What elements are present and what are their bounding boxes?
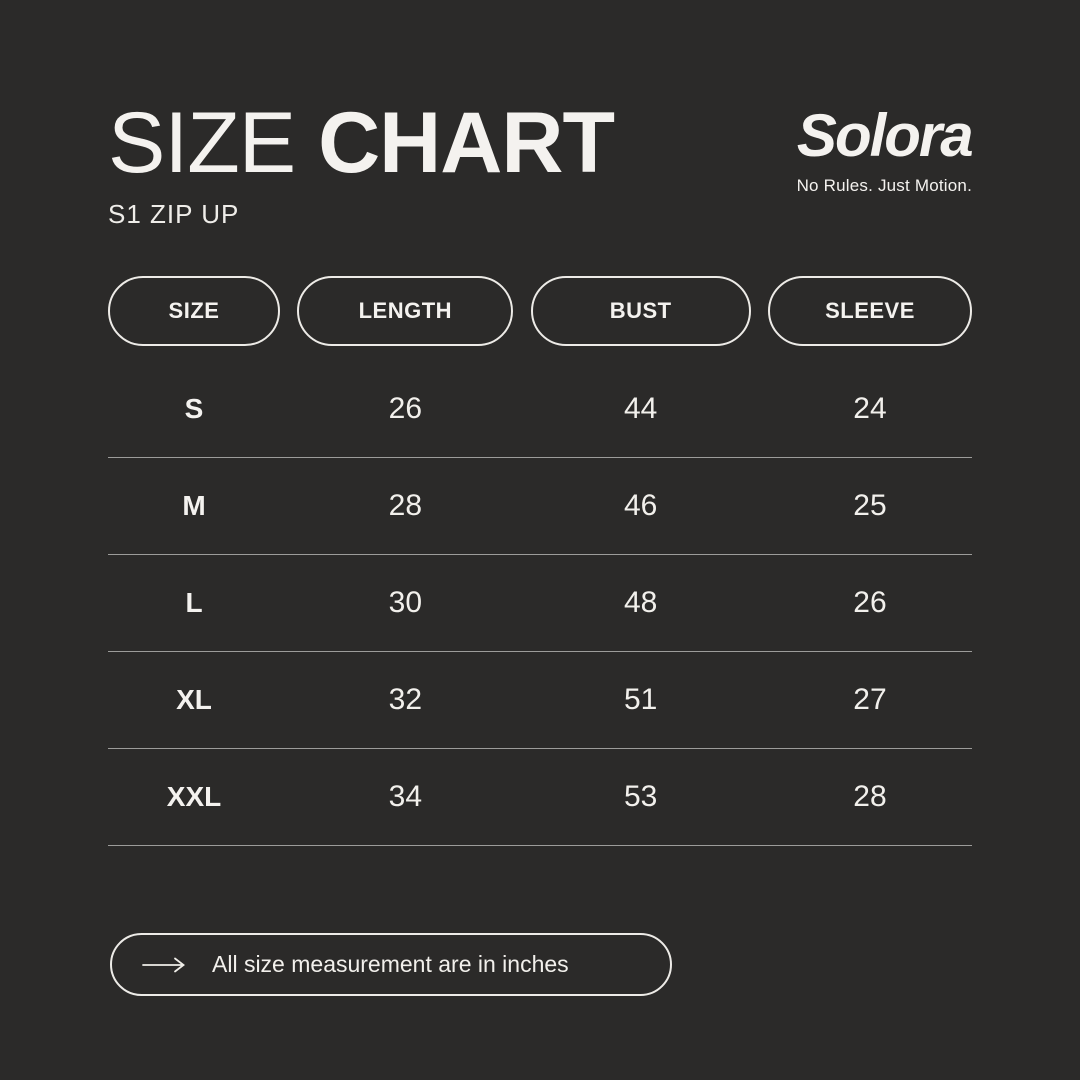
cell-size: M xyxy=(182,490,206,521)
table-row: M 28 46 25 xyxy=(108,458,972,555)
brand-tagline: No Rules. Just Motion. xyxy=(796,176,972,195)
product-subtitle: S1 ZIP UP xyxy=(108,199,240,230)
cell-bust: 51 xyxy=(623,683,658,716)
column-header-row: SIZE LENGTH BUST SLEEVE xyxy=(108,276,972,346)
cell-length: 30 xyxy=(388,586,423,619)
title-block: SIZE CHART S1 ZIP UP xyxy=(108,100,615,230)
cell-sleeve: 26 xyxy=(853,586,887,619)
size-table: S 26 44 24 M 28 46 25 L 30 48 26 XL 32 5… xyxy=(108,361,972,846)
cell-size: XXL xyxy=(166,781,222,812)
cell-length: 32 xyxy=(388,683,423,716)
title-word-bold: CHART xyxy=(318,95,615,191)
cell-length: 34 xyxy=(388,780,423,813)
cell-bust: 46 xyxy=(623,489,658,522)
table-row: XL 32 51 27 xyxy=(108,652,972,749)
arrow-right-icon xyxy=(142,956,186,974)
table-row: XXL 34 53 28 xyxy=(108,749,972,846)
header: SIZE CHART S1 ZIP UP Solora No Rules. Ju… xyxy=(108,100,974,230)
cell-length: 26 xyxy=(388,392,423,425)
brand-block: Solora No Rules. Just Motion. xyxy=(796,102,974,196)
cell-sleeve: 24 xyxy=(853,392,887,425)
footnote-text: All size measurement are in inches xyxy=(212,951,569,977)
cell-bust: 44 xyxy=(623,392,658,425)
cell-bust: 48 xyxy=(623,586,658,619)
page-title: SIZE CHART xyxy=(108,100,615,186)
column-header-size: SIZE xyxy=(108,276,280,346)
cell-bust: 53 xyxy=(623,780,658,813)
column-header-bust: BUST xyxy=(530,276,751,346)
cell-size: L xyxy=(185,587,203,618)
cell-sleeve: 27 xyxy=(853,683,887,716)
brand-logo: Solora xyxy=(796,102,974,169)
cell-sleeve: 25 xyxy=(853,489,887,522)
cell-size: S xyxy=(184,393,204,424)
table-row: L 30 48 26 xyxy=(108,555,972,652)
cell-sleeve: 28 xyxy=(853,780,887,813)
cell-length: 28 xyxy=(388,489,423,522)
cell-size: XL xyxy=(176,684,212,715)
column-header-length: LENGTH xyxy=(297,276,514,346)
footnote-pill: All size measurement are in inches xyxy=(110,933,672,996)
table-row: S 26 44 24 xyxy=(108,361,972,458)
column-header-sleeve: SLEEVE xyxy=(767,276,972,346)
title-word-light: SIZE xyxy=(108,95,296,191)
